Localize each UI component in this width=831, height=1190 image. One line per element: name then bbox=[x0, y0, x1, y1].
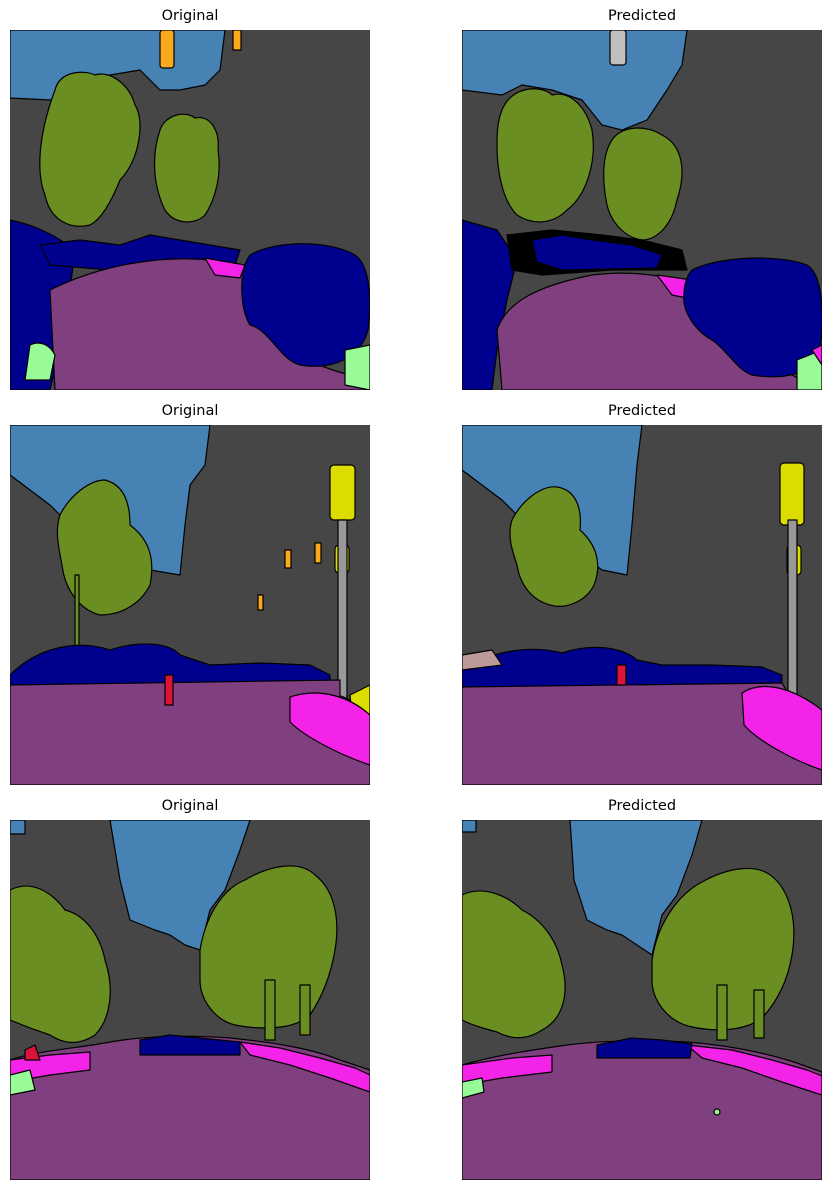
panel-title: Predicted bbox=[607, 8, 677, 24]
panel-title: Original bbox=[161, 798, 219, 814]
segmentation-image-predicted-2 bbox=[462, 425, 822, 785]
segmentation-image-original-1 bbox=[10, 30, 370, 390]
panel-title: Predicted bbox=[607, 798, 677, 814]
segmentation-image-predicted-1 bbox=[462, 30, 822, 390]
panel-title: Original bbox=[161, 8, 219, 24]
segmentation-image-original-2 bbox=[10, 425, 370, 785]
segmentation-image-original-3 bbox=[10, 820, 370, 1180]
panel-title: Original bbox=[161, 403, 219, 419]
segmentation-image-predicted-3 bbox=[462, 820, 822, 1180]
panel-title: Predicted bbox=[607, 403, 677, 419]
